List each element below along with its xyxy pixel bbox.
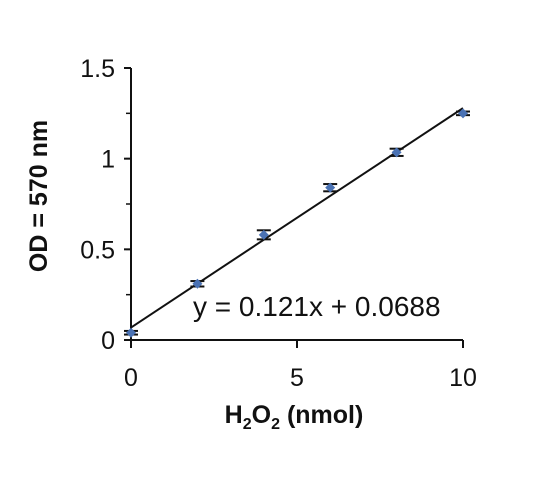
data-point [192,278,203,289]
data-point [391,147,402,158]
y-ticks: 0 0.5 1 1.5 [80,55,131,355]
x-tick-label: 5 [290,364,304,392]
data-point [458,108,468,119]
y-axis-label: OD = 570 nm [25,120,53,272]
x-ticks: 0 5 10 [124,340,477,392]
x-tick-label: 10 [449,364,477,392]
x-tick-label: 0 [124,364,138,392]
y-tick-label: 1 [101,146,115,174]
data-point [258,229,269,240]
data-point [325,182,336,193]
y-tick-label: 0.5 [80,236,115,264]
y-tick-label: 0 [101,327,115,355]
trendline [130,107,464,329]
data-point [126,327,136,338]
x-axis-label: H2O2 (nmol) [225,401,364,433]
trendline-equation: y = 0.121x + 0.0688 [193,291,441,322]
data-points [124,108,470,338]
y-tick-label: 1.5 [80,55,115,83]
